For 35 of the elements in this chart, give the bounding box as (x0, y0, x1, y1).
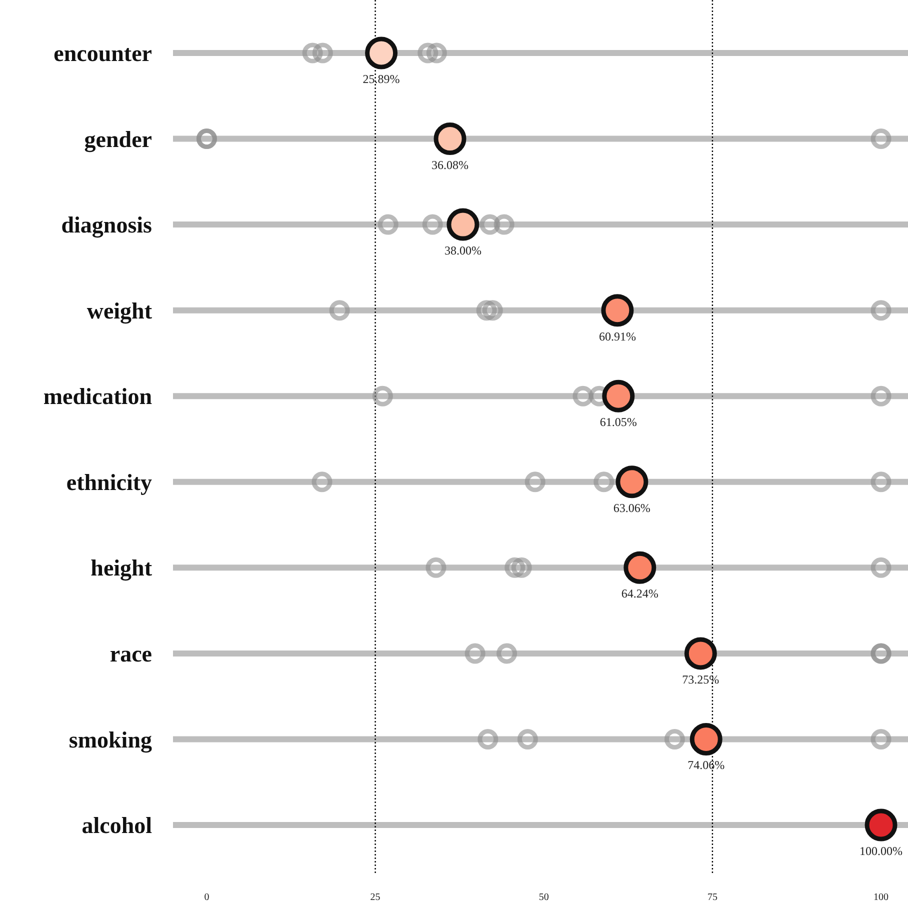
point (434, 122, 466, 156)
data-label: 63.06% (613, 500, 650, 515)
y-tick-label: weight (86, 298, 152, 324)
y-tick-label: ethnicity (66, 470, 152, 495)
y-tick-label: diagnosis (61, 212, 152, 239)
y-tick-label: alcohol (82, 813, 152, 838)
y-tick-label: height (90, 556, 152, 582)
data-label: 25.89% (362, 72, 400, 86)
point (616, 466, 648, 498)
y-tick-label: smoking (68, 727, 152, 754)
point (601, 294, 634, 327)
point (684, 637, 717, 670)
data-label: 38.00% (444, 244, 482, 258)
data-label: 73.25% (682, 672, 720, 686)
x-tick-label: 50 (538, 892, 549, 903)
data-label: 36.08% (432, 158, 469, 172)
x-tick-label: 25 (370, 892, 380, 903)
x-tick-label: 0 (204, 892, 210, 903)
data-label: 100.00% (860, 844, 903, 858)
point (602, 380, 635, 412)
data-label: 60.91% (598, 329, 636, 344)
data-label: 61.05% (600, 415, 637, 430)
data-label: 74.06% (688, 758, 725, 772)
y-tick-label: encounter (54, 41, 152, 66)
y-tick-label: race (110, 641, 152, 666)
point (690, 722, 722, 756)
data-label: 64.24% (621, 586, 658, 601)
x-tick-label: 75 (707, 892, 718, 903)
y-tick-label: medication (43, 384, 152, 410)
point (446, 208, 480, 241)
point (624, 551, 656, 584)
point (864, 808, 898, 842)
point (365, 36, 398, 70)
x-tick-label: 100 (874, 892, 889, 903)
y-tick-label: gender (84, 126, 152, 153)
